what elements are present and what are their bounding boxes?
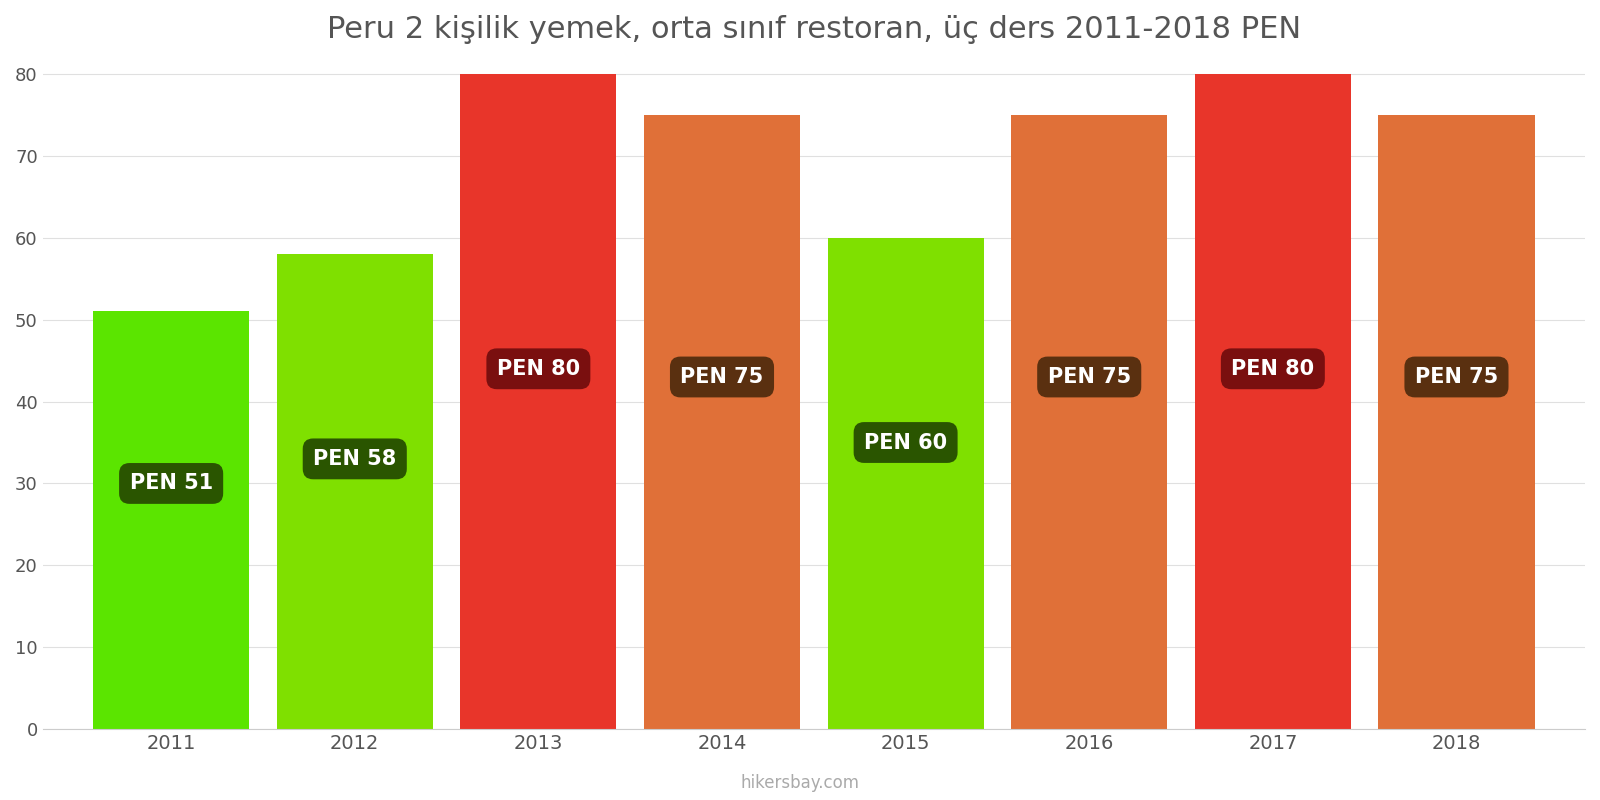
Bar <box>1195 74 1350 729</box>
Bar <box>1379 115 1534 729</box>
Bar <box>461 74 616 729</box>
Text: PEN 80: PEN 80 <box>498 358 579 378</box>
Text: PEN 75: PEN 75 <box>680 367 763 387</box>
Text: hikersbay.com: hikersbay.com <box>741 774 859 792</box>
Title: Peru 2 kişilik yemek, orta sınıf restoran, üç ders 2011-2018 PEN: Peru 2 kişilik yemek, orta sınıf restora… <box>326 15 1301 44</box>
Bar <box>93 311 250 729</box>
Text: PEN 75: PEN 75 <box>1414 367 1498 387</box>
Bar <box>643 115 800 729</box>
Text: PEN 75: PEN 75 <box>1048 367 1131 387</box>
Text: PEN 80: PEN 80 <box>1232 358 1315 378</box>
Bar <box>827 238 984 729</box>
Bar <box>1011 115 1168 729</box>
Bar <box>277 254 432 729</box>
Text: PEN 60: PEN 60 <box>864 433 947 453</box>
Text: PEN 51: PEN 51 <box>130 474 213 494</box>
Text: PEN 58: PEN 58 <box>314 449 397 469</box>
